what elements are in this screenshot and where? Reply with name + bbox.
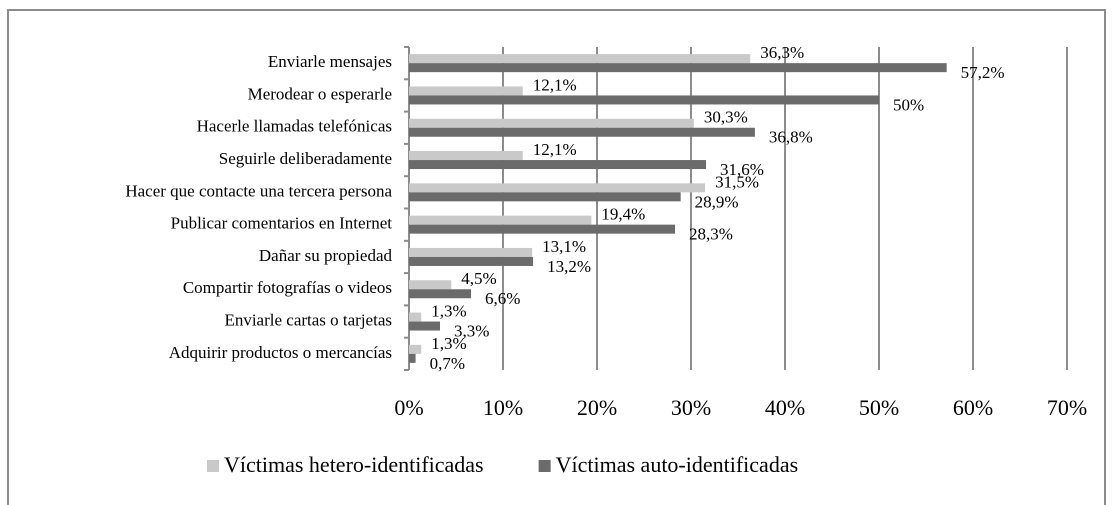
value-label: 36,8% — [769, 128, 813, 147]
value-label: 1,3% — [431, 301, 466, 320]
bar — [409, 256, 534, 266]
y-tick-label: Hacer que contacte una tercera persona — [125, 181, 392, 200]
legend-swatch — [538, 460, 551, 472]
x-tick-label: 70% — [1047, 395, 1087, 420]
value-label: 4,5% — [461, 269, 496, 288]
value-label: 31,6% — [720, 160, 764, 179]
value-label: 50% — [893, 95, 924, 114]
x-tick-label: 60% — [953, 395, 993, 420]
value-label: 6,6% — [485, 289, 520, 308]
bar — [409, 192, 681, 202]
bar — [409, 95, 879, 105]
value-label: 36,3% — [760, 43, 804, 62]
x-tick-label: 50% — [859, 395, 899, 420]
bar — [409, 312, 422, 322]
legend-label: Víctimas hetero-identificadas — [224, 452, 484, 477]
bar — [409, 215, 592, 225]
value-label: 28,9% — [695, 192, 739, 211]
value-label: 13,2% — [547, 257, 591, 276]
y-tick-label: Seguirle deliberadamente — [219, 149, 392, 168]
value-label: 57,2% — [961, 63, 1005, 82]
bar — [409, 63, 947, 73]
bar — [409, 151, 523, 161]
y-tick-label: Compartir fotografías o videos — [183, 278, 392, 297]
bar — [409, 280, 452, 290]
x-tick-label: 40% — [765, 395, 805, 420]
value-label: 28,3% — [689, 225, 733, 244]
x-tick-label: 0% — [394, 395, 423, 420]
value-label: 30,3% — [704, 108, 748, 127]
value-label: 0,7% — [430, 354, 465, 373]
y-tick-label: Merodear o esperarle — [248, 84, 392, 103]
bar — [409, 54, 751, 64]
chart-frame — [7, 9, 1106, 505]
bar — [409, 118, 694, 128]
bar — [409, 289, 472, 299]
y-tick-label: Publicar comentarios en Internet — [171, 214, 393, 233]
bar — [409, 183, 706, 193]
value-label: 1,3% — [431, 334, 466, 353]
bar — [409, 160, 707, 170]
x-tick-label: 30% — [671, 395, 711, 420]
bar — [409, 224, 676, 234]
legend-swatch — [207, 460, 219, 472]
bar — [409, 321, 441, 331]
y-tick-label: Enviarle mensajes — [268, 52, 392, 71]
y-tick-label: Adquirir productos o mercancías — [169, 343, 392, 362]
x-tick-label: 20% — [577, 395, 617, 420]
y-tick-label: Enviarle cartas o tarjetas — [224, 310, 392, 329]
legend-label: Víctimas auto-identificadas — [556, 452, 799, 477]
value-label: 31,5% — [715, 172, 759, 191]
value-label: 19,4% — [601, 205, 645, 224]
y-tick-label: Dañar su propiedad — [259, 246, 393, 265]
value-label: 12,1% — [533, 75, 577, 94]
bar — [409, 344, 422, 354]
bar — [409, 353, 416, 363]
x-tick-label: 10% — [483, 395, 523, 420]
bar — [409, 247, 533, 257]
value-label: 12,1% — [533, 140, 577, 159]
value-label: 3,3% — [454, 321, 489, 340]
y-tick-label: Hacerle llamadas telefónicas — [197, 117, 392, 136]
bar — [409, 86, 523, 96]
bar — [409, 127, 755, 137]
value-label: 13,1% — [542, 237, 586, 256]
